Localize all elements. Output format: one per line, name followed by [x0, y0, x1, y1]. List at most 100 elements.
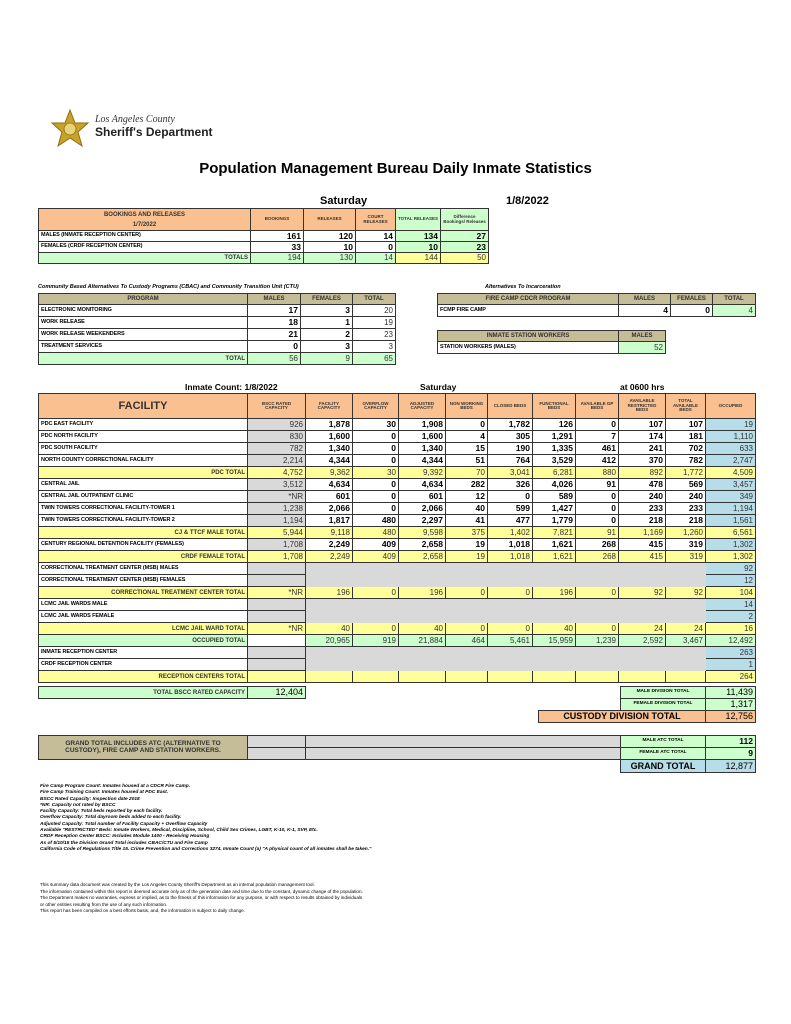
facility-row: CORRECTIONAL TREATMENT CENTER TOTAL *NR 19…: [38, 586, 756, 599]
value-cell: 1,621: [532, 550, 576, 563]
facility-row: PDC NORTH FACILITY 830 1,600 0 1,600 4 305 1,29…: [38, 430, 756, 443]
value-cell: 134: [395, 230, 441, 242]
value-cell: 30: [352, 466, 399, 479]
value-cell: 1,600: [305, 430, 353, 443]
value-cell: 375: [445, 526, 488, 539]
table-row: FCMP FIRE CAMP 4 0 4: [437, 304, 756, 317]
table-row: TREATMENT SERVICES 0 3 3: [38, 340, 396, 353]
value-cell: 2,297: [398, 514, 446, 527]
spacer: [248, 760, 306, 773]
report-day: Saturday: [320, 195, 368, 207]
value-cell: [575, 562, 619, 575]
total-label: TOTAL: [38, 352, 248, 365]
value-cell: 1,335: [532, 442, 576, 455]
value-cell: 464: [445, 634, 488, 647]
value-cell: [487, 598, 533, 611]
grand-total-value: 12,877: [705, 759, 756, 773]
footnote-line: Adjusted Capacity: Total number of Facil…: [40, 821, 208, 827]
value-cell: 1,018: [487, 538, 533, 551]
female-division-label: FEMALE DIVISION TOTAL: [620, 698, 706, 711]
grand-total-table: GRAND TOTAL INCLUDES ATC (ALTERNATIVE TO…: [38, 735, 756, 773]
program-label: FCMP FIRE CAMP: [437, 304, 619, 317]
value-cell: 241: [618, 442, 666, 455]
facility-row: TWIN TOWERS CORRECTIONAL FACILITY-TOWER …: [38, 514, 756, 527]
value-cell: [398, 670, 446, 683]
value-cell: 21: [247, 328, 301, 341]
value-cell: 0: [575, 622, 619, 635]
value-cell: 126: [532, 418, 576, 431]
value-cell: [445, 562, 488, 575]
value-cell: 0: [670, 304, 713, 317]
totals-row: TOTALS 194 130 14 144 50: [38, 252, 489, 264]
value-cell: [352, 562, 399, 575]
gray-cell: [305, 735, 621, 748]
value-cell: [618, 562, 666, 575]
totals-label: TOTALS: [38, 252, 251, 264]
col-releases: RELEASES: [303, 208, 356, 231]
value-cell: 91: [575, 478, 619, 491]
value-cell: [305, 646, 353, 659]
value-cell: 919: [352, 634, 399, 647]
total-cell: 56: [247, 352, 301, 365]
value-cell: 40: [305, 622, 353, 635]
value-cell: [575, 646, 619, 659]
value-cell: 0: [352, 502, 399, 515]
value-cell: 1,779: [532, 514, 576, 527]
value-cell: 107: [665, 418, 706, 431]
program-label: TREATMENT SERVICES: [38, 340, 248, 353]
value-cell: 30: [352, 418, 399, 431]
alternatives-caption: Alternatives To Incarceration: [485, 284, 561, 290]
page-title: Population Management Bureau Daily Inmat…: [199, 160, 592, 177]
value-cell: 0: [575, 514, 619, 527]
total-label: OCCUPIED TOTAL: [38, 634, 248, 647]
value-cell: [575, 610, 619, 623]
facility-row: LCMC JAIL WARDS MALE 14: [38, 598, 756, 611]
value-cell: 4,752: [247, 466, 306, 479]
value-cell: 2,658: [398, 538, 446, 551]
value-cell: 15: [445, 442, 488, 455]
custody-division-label: CUSTODY DIVISION TOTAL: [538, 710, 706, 723]
total-cell: 65: [352, 352, 396, 365]
value-cell: [487, 658, 533, 671]
col-total-releases: TOTAL RELEASES: [395, 208, 441, 231]
value-cell: [532, 658, 576, 671]
facility-label: PDC SOUTH FACILITY: [38, 442, 248, 455]
total-cell: 194: [250, 252, 304, 264]
disclaimer-line: The Department makes no warranties, expr…: [40, 895, 363, 900]
program-label: STATION WORKERS (MALES): [437, 341, 619, 354]
value-cell: 1,302: [705, 538, 756, 551]
value-cell: [352, 658, 399, 671]
value-cell: 2: [300, 328, 353, 341]
table-row: MALES (INMATE RECEPTION CENTER) 161 120 14 1…: [38, 230, 489, 242]
value-cell: 0: [445, 622, 488, 635]
value-cell: [398, 574, 446, 587]
footnote-line: CRDF Reception Center BSCC: Includes Mod…: [40, 834, 210, 840]
value-cell: 3,041: [487, 466, 533, 479]
value-cell: 1,110: [705, 430, 756, 443]
value-cell: 4,026: [532, 478, 576, 491]
program-label: WORK RELEASE: [38, 316, 248, 329]
value-cell: 2: [705, 610, 756, 623]
value-cell: [398, 658, 446, 671]
footnote-line: Facility Capacity: Total beds reported b…: [40, 809, 163, 815]
value-cell: 1,302: [705, 550, 756, 563]
grand-total-label: GRAND TOTAL: [620, 759, 706, 773]
value-cell: 9,118: [305, 526, 353, 539]
value-cell: 0: [575, 586, 619, 599]
value-cell: [618, 574, 666, 587]
value-cell: [665, 658, 706, 671]
value-cell: 319: [665, 538, 706, 551]
value-cell: [445, 670, 488, 683]
value-cell: 3,467: [665, 634, 706, 647]
value-cell: [665, 670, 706, 683]
value-cell: 0: [575, 502, 619, 515]
value-cell: 319: [665, 550, 706, 563]
value-cell: [247, 670, 306, 683]
total-label: CJ & TTCF MALE TOTAL: [38, 526, 248, 539]
logo-department: Sheriff's Department: [95, 125, 213, 139]
facility-row: CENTRAL JAIL OUTPATIENT CLINIC *NR 601 0 601…: [38, 490, 756, 503]
header-row: INMATE STATION WORKERS MALES: [437, 330, 666, 342]
facility-label: CENTRAL JAIL OUTPATIENT CLINIC: [38, 490, 248, 503]
facility-row: PDC EAST FACILITY 926 1,878 30 1,908 0 1,782 12…: [38, 418, 756, 431]
value-cell: [305, 658, 353, 671]
